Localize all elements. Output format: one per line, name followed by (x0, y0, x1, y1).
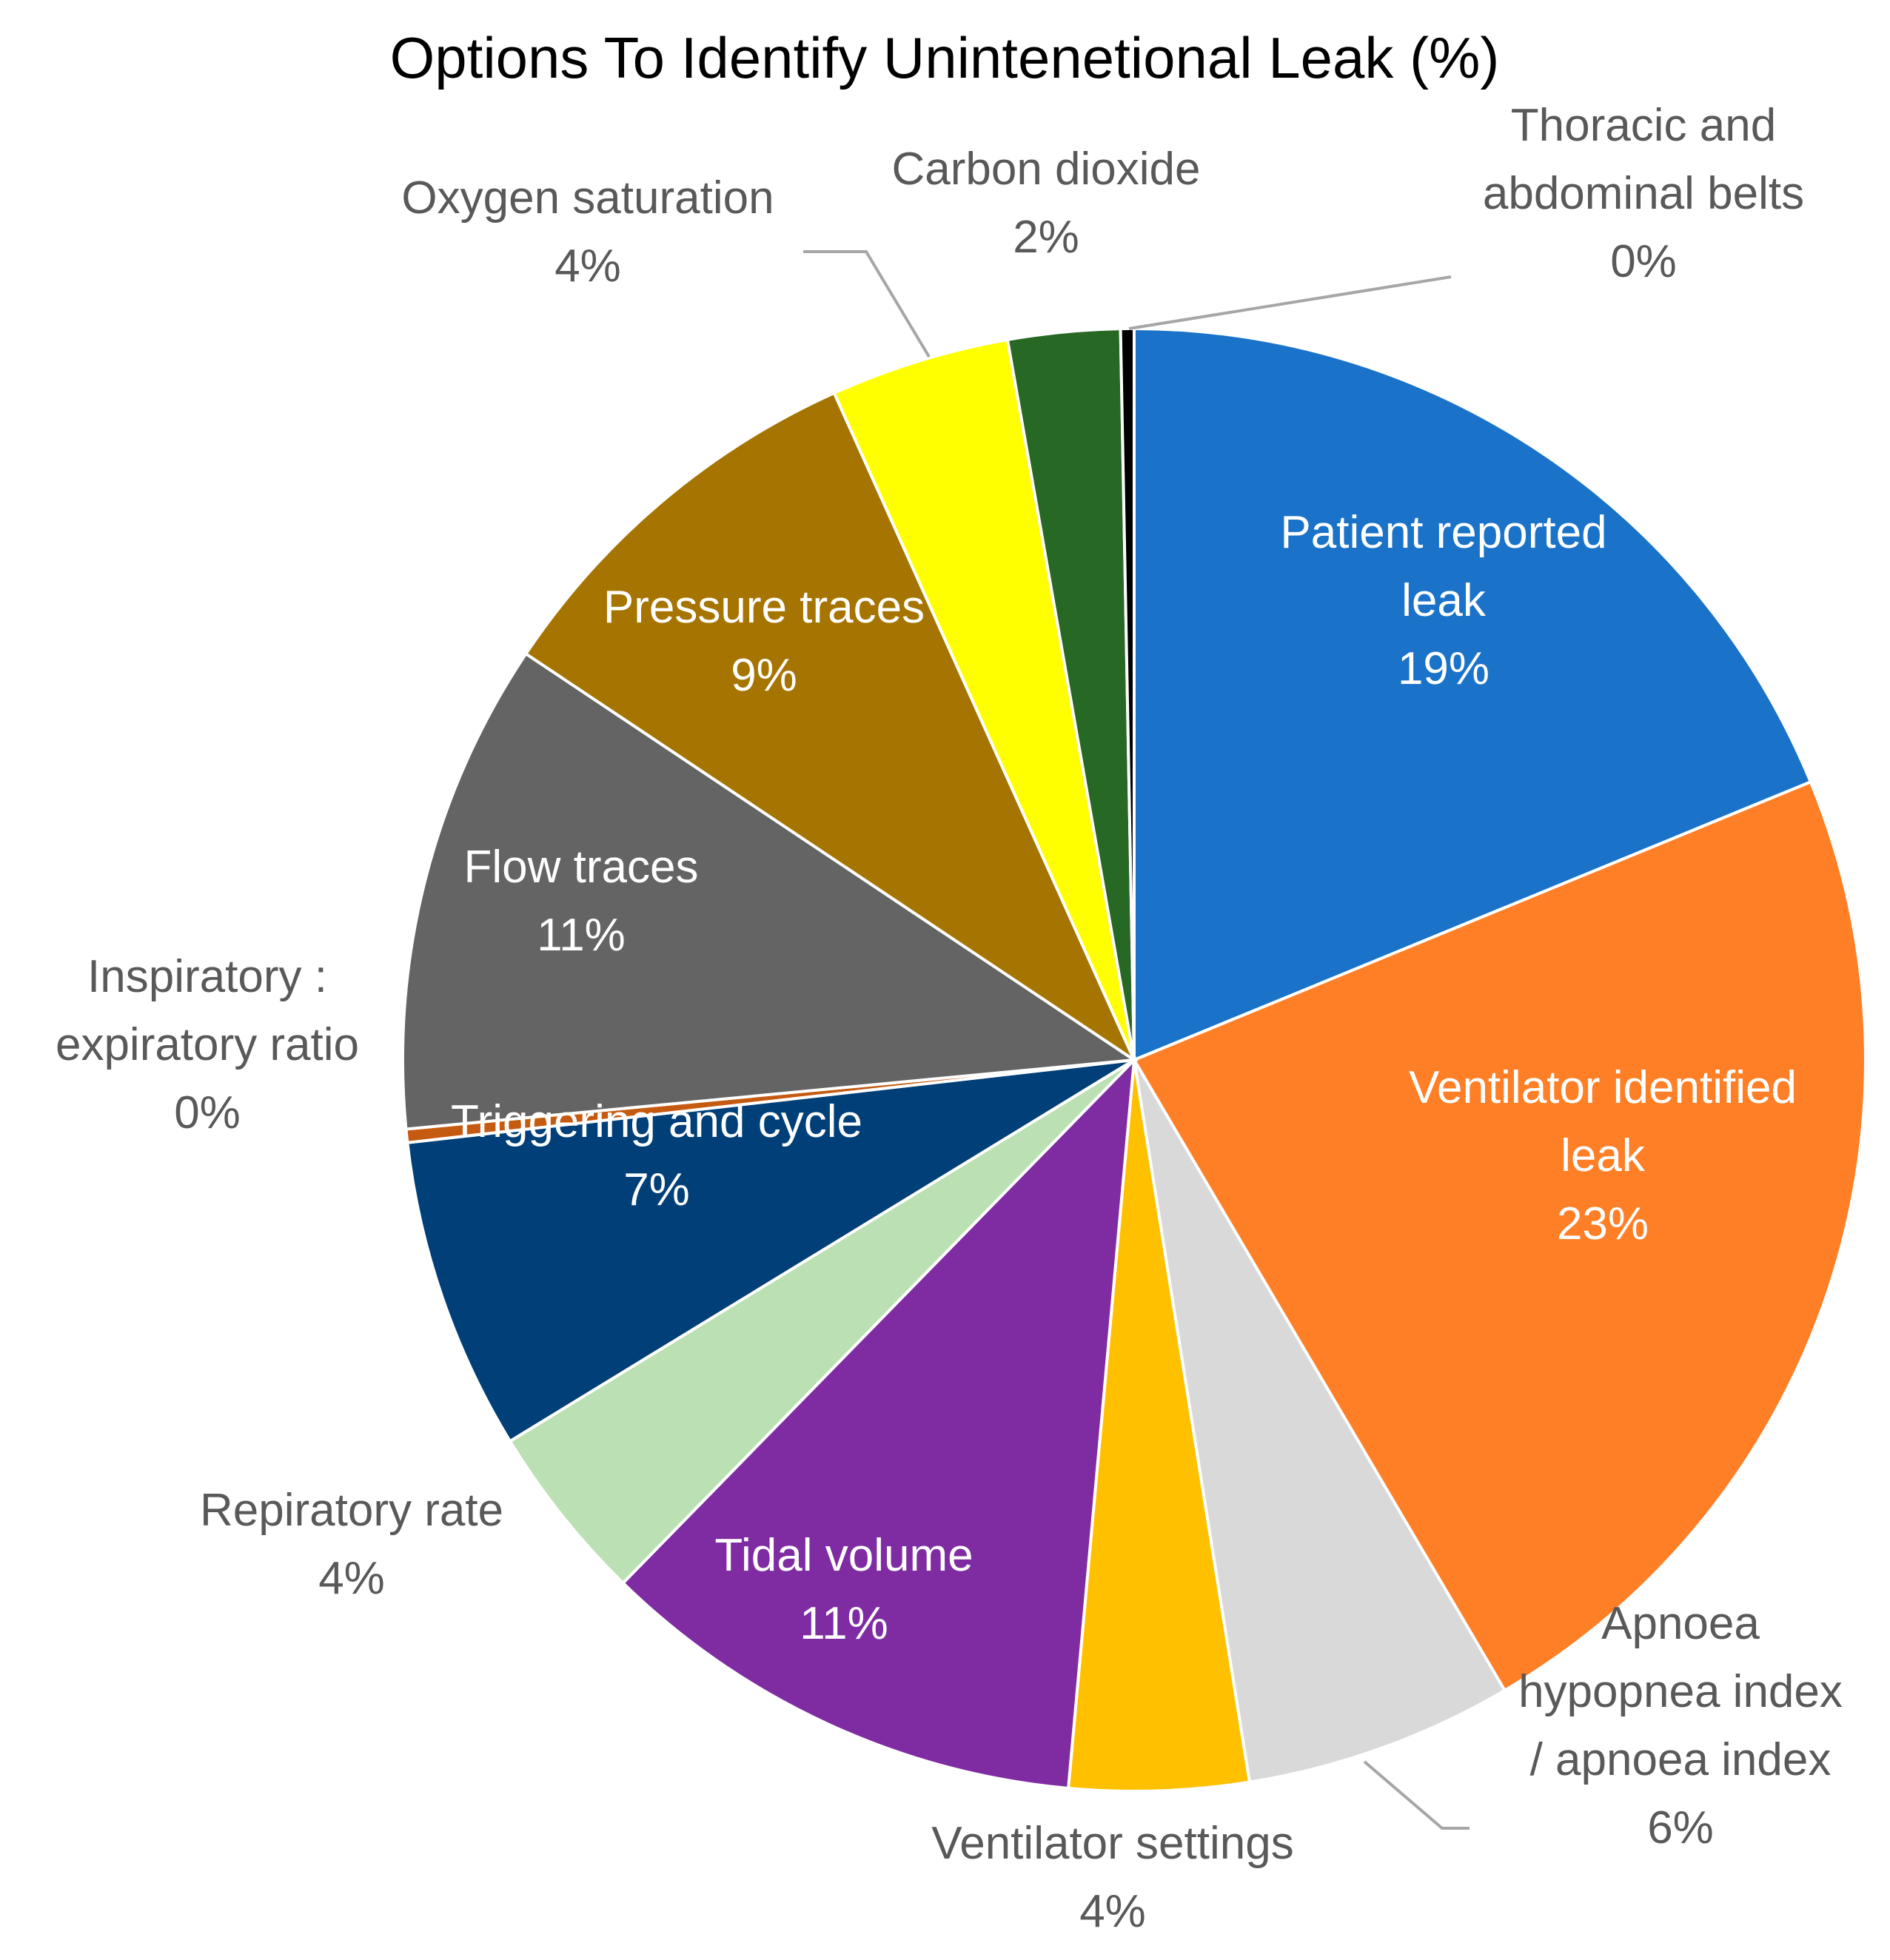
slice-label-1: Ventilator identified leak 23% (1409, 1062, 1797, 1249)
slice-value-label: 11% (800, 1598, 888, 1649)
slice-label-6: Triggering and cycle 7% (451, 1096, 862, 1215)
pie-slice-6 (406, 1058, 1136, 1443)
slice-category-label: Inspiratory : (87, 951, 327, 1002)
slice-label-7: Inspiratory : expiratory ratio 0% (56, 951, 359, 1138)
slice-value-label: 0% (1610, 236, 1677, 287)
chart-title: Options To Identify Unintenetional Leak … (390, 25, 1500, 90)
slice-value-label: 11% (537, 910, 626, 961)
pie-slice-3 (1066, 1059, 1252, 1793)
slice-category-label: Ventilator settings (931, 1818, 1293, 1869)
slice-category-label: Flow traces (464, 842, 699, 893)
pie-slice-10 (832, 338, 1136, 1061)
slice-category-label: Ventilator identified (1409, 1062, 1797, 1113)
slice-label-4: Tidal volume 11% (714, 1530, 973, 1649)
slice-label-9: Pressure traces 9% (603, 582, 925, 701)
slice-category-label: Pressure traces (603, 582, 925, 633)
slice-label-10: Oxygen saturation 4% (401, 172, 774, 292)
slice-value-label: 0% (174, 1087, 241, 1138)
slice-value-label: 23% (1557, 1198, 1649, 1249)
slice-category-label: leak (1561, 1130, 1646, 1181)
slice-label-12: Thoracic and abdominal belts 0% (1483, 100, 1804, 287)
slice-value-label: 4% (554, 241, 621, 292)
leader-line-12 (1128, 275, 1452, 330)
slice-label-5: Repiratory rate 4% (200, 1485, 503, 1604)
slice-value-label: 19% (1398, 643, 1489, 694)
pie-slice-9 (523, 391, 1138, 1064)
leader-lines (803, 250, 1470, 1830)
pie-slice-2 (1133, 1058, 1507, 1784)
slice-category-label: Oxygen saturation (401, 172, 774, 224)
slice-category-label: / apnoea index (1530, 1734, 1832, 1785)
slice-value-label: 4% (1079, 1886, 1146, 1937)
leader-line-2 (1363, 1760, 1470, 1830)
slice-value-label: 7% (623, 1164, 690, 1215)
slice-category-label: abdominal belts (1483, 168, 1804, 219)
slice-category-label: Triggering and cycle (451, 1096, 862, 1147)
pie-slice-1 (1132, 779, 1867, 1693)
slice-category-label: Patient reported (1280, 507, 1606, 558)
slice-labels: Patient reported leak 19% Ventilator identi… (56, 100, 1843, 1937)
slice-value-label: 6% (1647, 1802, 1714, 1853)
pie-slice-5 (508, 1058, 1136, 1585)
slice-label-3: Ventilator settings 4% (931, 1818, 1293, 1937)
slice-category-label: hypopnea index (1518, 1666, 1843, 1717)
slice-category-label: Apnoea (1601, 1598, 1760, 1649)
pie-slices (401, 326, 1867, 1793)
slice-category-label: expiratory ratio (56, 1019, 359, 1070)
slice-value-label: 9% (731, 650, 797, 701)
slice-label-0: Patient reported leak 19% (1280, 507, 1606, 694)
slice-category-label: Carbon dioxide (891, 144, 1200, 195)
slice-category-label: Repiratory rate (200, 1485, 503, 1536)
slice-label-11: Carbon dioxide 2% (891, 144, 1200, 263)
pie-slice-8 (401, 651, 1139, 1131)
slice-category-label: leak (1401, 575, 1487, 626)
pie-slice-0 (1133, 326, 1813, 1062)
leader-line-10 (803, 250, 931, 358)
slice-category-label: Tidal volume (714, 1530, 973, 1581)
slice-value-label: 4% (318, 1553, 385, 1604)
slice-label-8: Flow traces 11% (464, 842, 699, 961)
slice-value-label: 2% (1013, 212, 1079, 263)
pie-slice-4 (620, 1055, 1136, 1790)
slice-label-2: Apnoea hypopnea index / apnoea index 6% (1518, 1598, 1843, 1853)
slice-category-label: Thoracic and (1511, 100, 1776, 151)
